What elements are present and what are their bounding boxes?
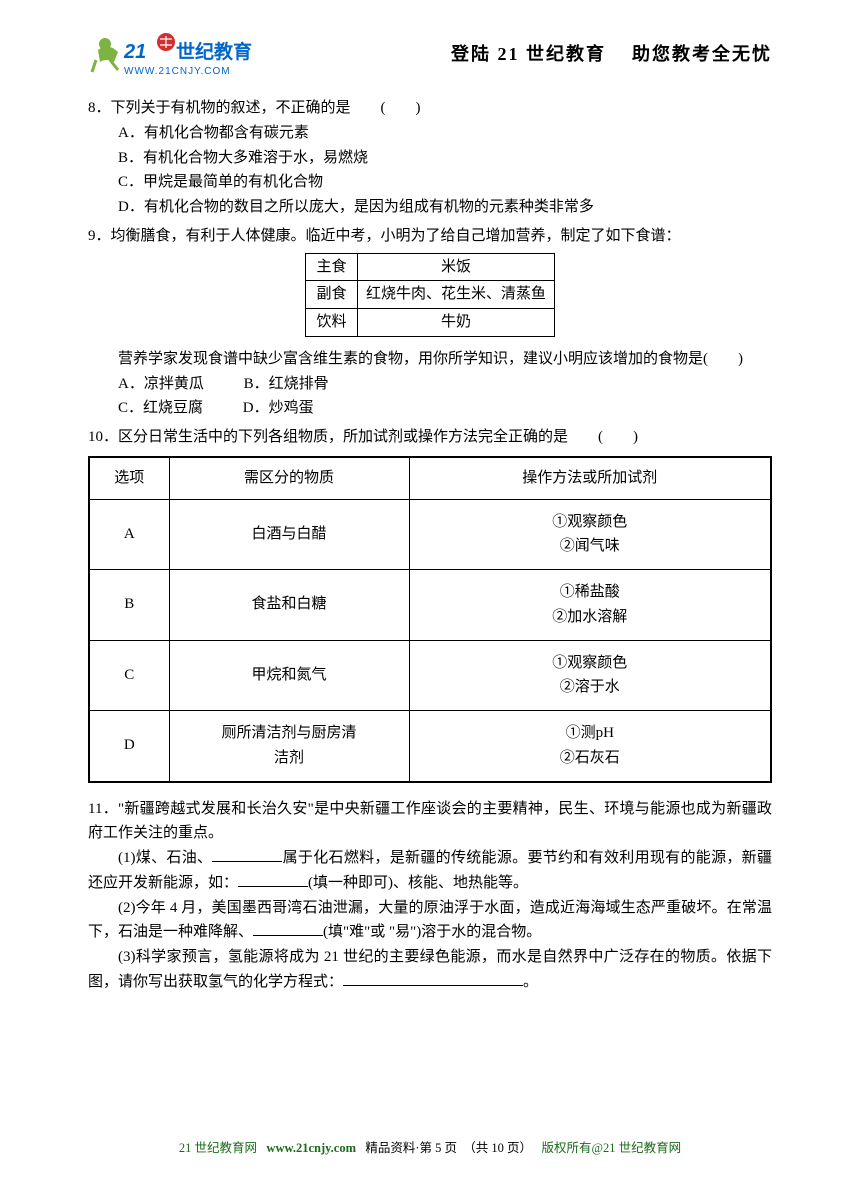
cell-sub: 白酒与白醋 [169, 499, 409, 570]
method-line: ①观察颜色 [418, 651, 763, 676]
q11-stem: 11．"新疆跨越式发展和长治久安"是中央新疆工作座谈会的主要精神，民生、环境与能… [88, 797, 772, 847]
th-method: 操作方法或所加试剂 [409, 457, 771, 499]
method-line: ②石灰石 [418, 746, 763, 771]
blank-input[interactable] [343, 971, 523, 986]
method-line: ②加水溶解 [418, 605, 763, 630]
th-substance: 需区分的物质 [169, 457, 409, 499]
footer-total: （共 10 页） [463, 1141, 532, 1155]
footer-site: 21 世纪教育网 [179, 1141, 257, 1155]
question-9: 9．均衡膳食，有利于人体健康。临近中考，小明为了给自己增加营养，制定了如下食谱：… [88, 224, 772, 421]
meal-cell: 红烧牛肉、花生米、清蒸鱼 [357, 281, 554, 309]
q9-note: 营养学家发现食谱中缺少富含维生素的食物，用你所学知识，建议小明应该增加的食物是(… [88, 347, 772, 372]
q9-option-c: C．红烧豆腐 [118, 396, 203, 421]
cell-method: ①稀盐酸 ②加水溶解 [409, 570, 771, 641]
cell-method: ①测pH ②石灰石 [409, 711, 771, 782]
question-8: 8．下列关于有机物的叙述，不正确的是 ( ) A．有机化合物都含有碳元素 B．有… [88, 96, 772, 220]
q8-option-a: A．有机化合物都含有碳元素 [88, 121, 772, 146]
th-option: 选项 [89, 457, 169, 499]
meal-table: 主食 米饭 副食 红烧牛肉、花生米、清蒸鱼 饮料 牛奶 [305, 253, 555, 337]
blank-input[interactable] [212, 847, 282, 862]
page-header: 21 世纪教育 WWW.21CNJY.COM 登陆 21 世纪教育 助您教考全无… [88, 30, 772, 80]
meal-cell: 主食 [305, 253, 357, 281]
table-row: 饮料 牛奶 [305, 309, 554, 337]
q9-options-row2: C．红烧豆腐 D．炒鸡蛋 [88, 396, 772, 421]
footer-mid: 精品资料·第 5 页 [365, 1141, 457, 1155]
question-10: 10．区分日常生活中的下列各组物质，所加试剂或操作方法完全正确的是 ( ) 选项… [88, 425, 772, 783]
q8-option-b: B．有机化合物大多难溶于水，易燃烧 [88, 146, 772, 171]
meal-cell: 副食 [305, 281, 357, 309]
table-row: C 甲烷和氮气 ①观察颜色 ②溶于水 [89, 640, 771, 711]
table-row: D 厕所清洁剂与厨房清 洁剂 ①测pH ②石灰石 [89, 711, 771, 782]
blank-input[interactable] [238, 872, 308, 887]
meal-cell: 米饭 [357, 253, 554, 281]
cell-method: ①观察颜色 ②溶于水 [409, 640, 771, 711]
sub-line: 厕所清洁剂与厨房清 [178, 721, 401, 746]
table-row: A 白酒与白醋 ①观察颜色 ②闻气味 [89, 499, 771, 570]
logo: 21 世纪教育 WWW.21CNJY.COM [88, 30, 268, 80]
blank-input[interactable] [253, 921, 323, 936]
q9-option-a: A．凉拌黄瓜 [118, 372, 204, 397]
method-line: ①稀盐酸 [418, 580, 763, 605]
q9-stem: 9．均衡膳食，有利于人体健康。临近中考，小明为了给自己增加营养，制定了如下食谱： [88, 224, 772, 249]
page-footer: 21 世纪教育网 www.21cnjy.com 精品资料·第 5 页 （共 10… [0, 1138, 860, 1159]
q11-p1c: (填一种即可)、核能、地热能等。 [308, 875, 528, 891]
cell-sub: 厕所清洁剂与厨房清 洁剂 [169, 711, 409, 782]
cell-opt: D [89, 711, 169, 782]
method-line: ②闻气味 [418, 534, 763, 559]
svg-text:世纪教育: 世纪教育 [176, 40, 252, 63]
q11-p3b: 。 [523, 974, 538, 990]
q11-p3: (3)科学家预言，氢能源将成为 21 世纪的主要绿色能源，而水是自然界中广泛存在… [88, 945, 772, 995]
substance-table: 选项 需区分的物质 操作方法或所加试剂 A 白酒与白醋 ①观察颜色 ②闻气味 B… [88, 456, 772, 783]
q11-p2: (2)今年 4 月，美国墨西哥湾石油泄漏，大量的原油浮于水面，造成近海海域生态严… [88, 896, 772, 946]
sub-line: 洁剂 [178, 746, 401, 771]
table-row: 主食 米饭 [305, 253, 554, 281]
q10-stem: 10．区分日常生活中的下列各组物质，所加试剂或操作方法完全正确的是 ( ) [88, 425, 772, 450]
logo-icon: 21 世纪教育 WWW.21CNJY.COM [88, 30, 268, 80]
q9-option-b: B．红烧排骨 [244, 372, 329, 397]
q11-p1: (1)煤、石油、属于化石燃料，是新疆的传统能源。要节约和有效利用现有的能源，新疆… [88, 846, 772, 896]
cell-sub: 甲烷和氮气 [169, 640, 409, 711]
meal-cell: 牛奶 [357, 309, 554, 337]
table-row: 副食 红烧牛肉、花生米、清蒸鱼 [305, 281, 554, 309]
header-text-2: 助您教考全无忧 [632, 44, 772, 64]
q8-stem: 8．下列关于有机物的叙述，不正确的是 ( ) [88, 96, 772, 121]
meal-cell: 饮料 [305, 309, 357, 337]
cell-method: ①观察颜色 ②闻气味 [409, 499, 771, 570]
cell-sub: 食盐和白糖 [169, 570, 409, 641]
method-line: ①观察颜色 [418, 510, 763, 535]
cell-opt: A [89, 499, 169, 570]
cell-opt: C [89, 640, 169, 711]
method-line: ②溶于水 [418, 675, 763, 700]
q8-option-c: C．甲烷是最简单的有机化合物 [88, 170, 772, 195]
q9-option-d: D．炒鸡蛋 [243, 396, 314, 421]
table-header-row: 选项 需区分的物质 操作方法或所加试剂 [89, 457, 771, 499]
table-row: B 食盐和白糖 ①稀盐酸 ②加水溶解 [89, 570, 771, 641]
cell-opt: B [89, 570, 169, 641]
q11-p2b: (填"难"或 "易")溶于水的混合物。 [323, 924, 541, 940]
header-slogan: 登陆 21 世纪教育 助您教考全无忧 [451, 40, 772, 70]
header-text-1: 登陆 21 世纪教育 [451, 44, 606, 64]
q8-option-d: D．有机化合物的数目之所以庞大，是因为组成有机物的元素种类非常多 [88, 195, 772, 220]
q9-options-row1: A．凉拌黄瓜 B．红烧排骨 [88, 372, 772, 397]
footer-right: 版权所有@21 世纪教育网 [541, 1141, 681, 1155]
method-line: ①测pH [418, 721, 763, 746]
footer-url: www.21cnjy.com [266, 1141, 356, 1155]
svg-text:WWW.21CNJY.COM: WWW.21CNJY.COM [124, 66, 231, 77]
svg-text:21: 21 [123, 41, 146, 63]
question-11: 11．"新疆跨越式发展和长治久安"是中央新疆工作座谈会的主要精神，民生、环境与能… [88, 797, 772, 995]
q11-p1a: (1)煤、石油、 [118, 850, 212, 866]
